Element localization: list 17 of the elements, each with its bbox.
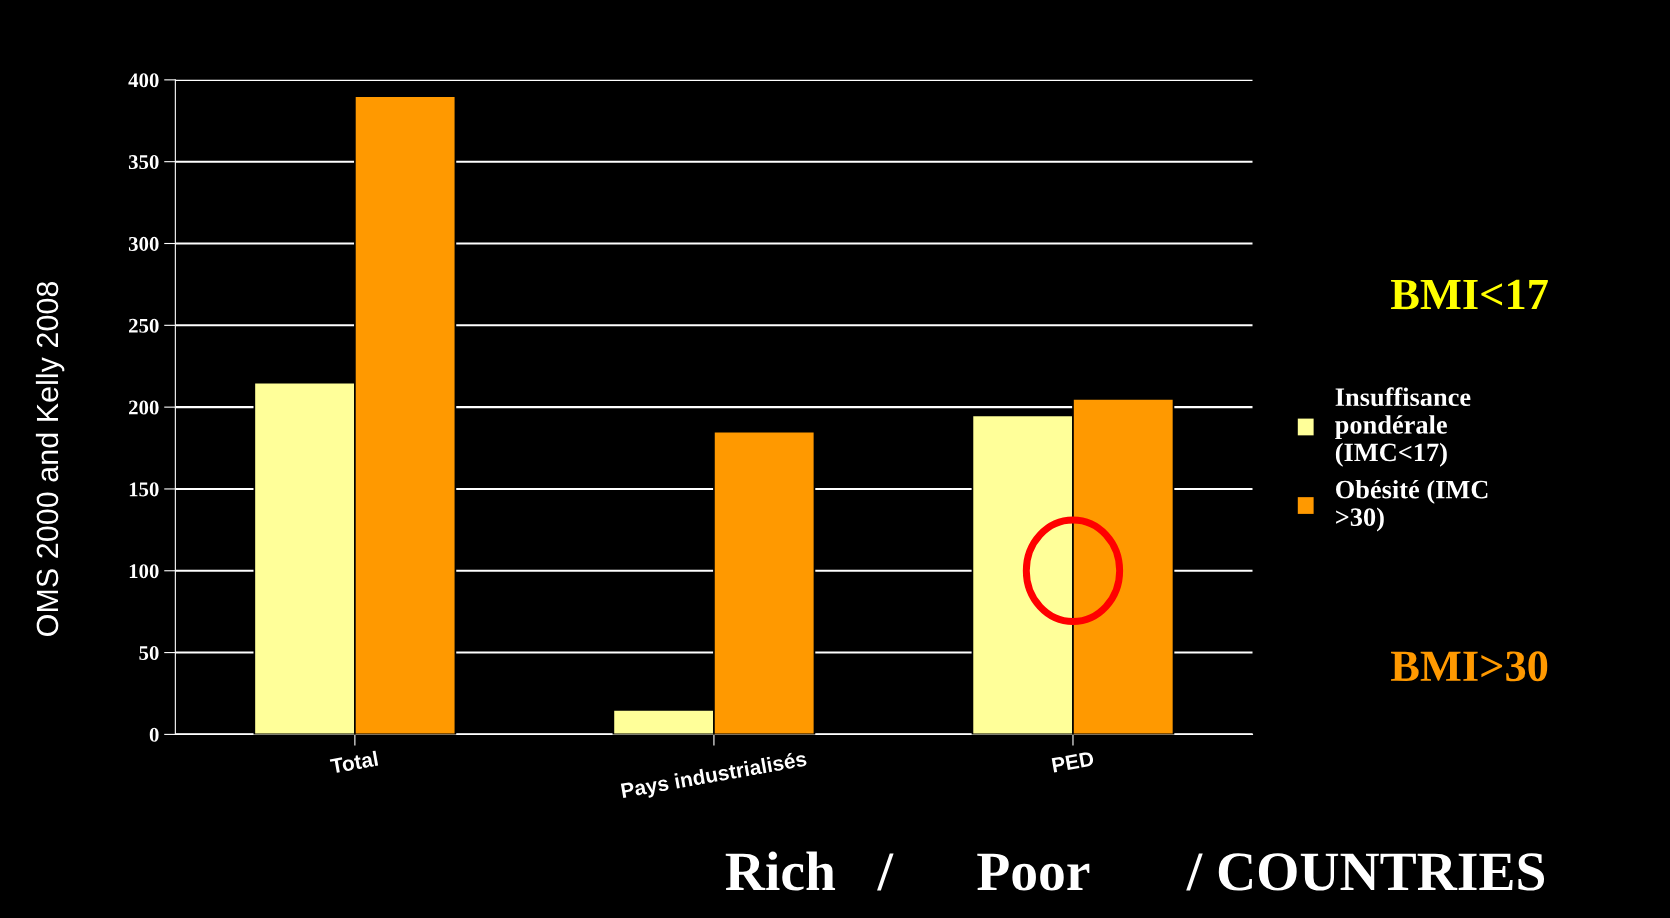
x-tick-label: PED: [1051, 751, 1095, 773]
text: BMI>30: [1391, 651, 1548, 682]
text: BMI<17: [1391, 279, 1548, 310]
legend-label: Insuffisance pondérale (IMC<17): [1335, 387, 1471, 467]
y-tick-label: 350: [128, 155, 159, 170]
y-tick-label: 150: [129, 482, 159, 497]
y-axis-title: OMS 2000 and Kelly 2008: [35, 281, 65, 636]
y-tick-label: 300: [128, 236, 159, 251]
legend-label: Obésité (IMC >30): [1336, 479, 1488, 532]
y-tick-label: 100: [129, 564, 159, 579]
y-tick-label: 200: [129, 400, 159, 415]
x-tick-label: Total: [329, 750, 379, 774]
y-tick-label: 250: [129, 318, 159, 333]
text: Rich / Poor / COUNTRIES: [725, 851, 1545, 891]
y-tick-label: 400: [128, 73, 159, 88]
y-tick-label: 0: [149, 727, 159, 742]
y-tick-label: 50: [139, 645, 159, 661]
